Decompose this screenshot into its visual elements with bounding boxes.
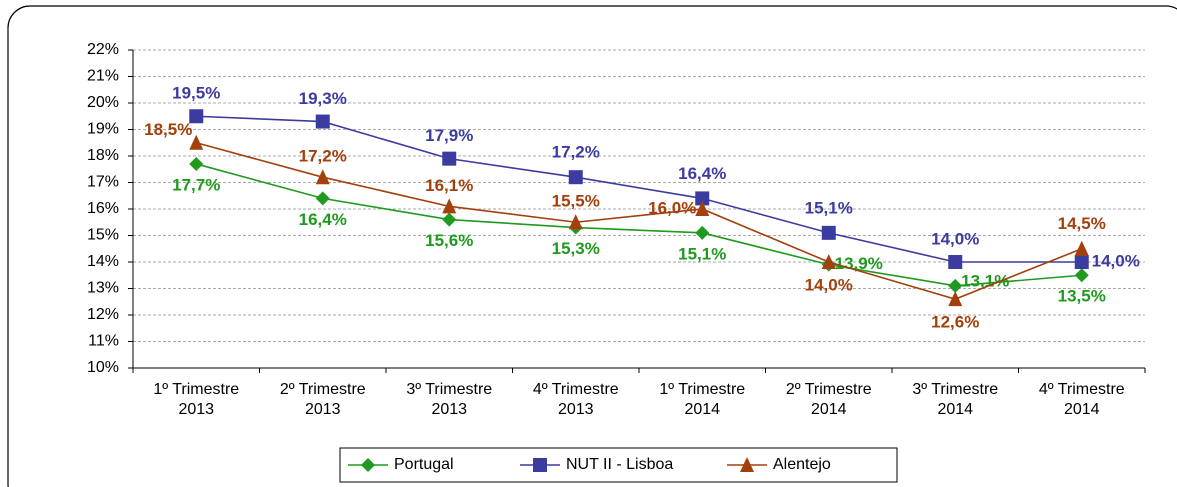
x-tick-label: 3º Trimestre [912, 381, 998, 398]
y-tick-label: 14% [87, 253, 119, 270]
data-label: 14,0% [931, 229, 979, 248]
y-tick-label: 18% [87, 147, 119, 164]
series-line [196, 163, 1082, 287]
marker [315, 114, 330, 129]
data-label: 16,0% [648, 198, 696, 217]
legend-label: Alentejo [773, 456, 831, 473]
y-tick-label: 21% [87, 68, 119, 85]
legend-label: Portugal [394, 456, 454, 473]
data-label: 13,5% [1058, 287, 1106, 306]
data-label: 16,4% [299, 210, 347, 229]
x-tick-label: 4º Trimestre [533, 381, 619, 398]
data-label: 17,2% [299, 147, 347, 166]
y-tick-label: 12% [87, 306, 119, 323]
y-tick-label: 15% [87, 227, 119, 244]
x-tick-label: 2013 [178, 401, 214, 418]
series-line [196, 115, 1082, 263]
y-tick-label: 22% [87, 41, 119, 58]
marker [568, 214, 583, 230]
marker [361, 458, 375, 472]
data-label: 17,2% [552, 143, 600, 162]
marker [442, 151, 457, 166]
marker [568, 170, 583, 185]
x-tick-label: 2013 [558, 401, 594, 418]
x-tick-label: 2014 [811, 401, 847, 418]
x-tick-label: 1º Trimestre [659, 381, 745, 398]
x-tick-label: 2014 [937, 401, 973, 418]
data-label: 15,1% [678, 244, 726, 263]
x-tick-label: 2013 [431, 401, 467, 418]
marker [695, 191, 710, 206]
marker [740, 457, 754, 472]
marker [821, 254, 836, 269]
data-label: 14,0% [805, 275, 853, 294]
legend-label: NUT II - Lisboa [566, 456, 673, 473]
data-label: 14,5% [1058, 214, 1106, 233]
y-tick-label: 19% [87, 121, 119, 138]
data-label: 15,3% [552, 239, 600, 258]
frame [7, 5, 1177, 487]
legend: Portugal NUT II - Lisboa Alentejo [339, 447, 898, 483]
data-label: 17,9% [425, 126, 473, 145]
marker [315, 169, 330, 185]
data-label: 17,7% [172, 175, 220, 194]
marker [1074, 255, 1089, 269]
x-tick-label: 2º Trimestre [280, 381, 366, 398]
data-label: 18,5% [144, 120, 192, 139]
marker [189, 134, 204, 150]
y-tick-label: 16% [87, 200, 119, 217]
y-tick-label: 20% [87, 94, 119, 111]
data-label: 13,1% [961, 271, 1009, 290]
x-tick-label: 2014 [684, 401, 720, 418]
data-label: 14,0% [1092, 251, 1140, 270]
x-tick-label: 1º Trimestre [153, 381, 239, 398]
marker [948, 291, 963, 307]
legend-box [339, 447, 898, 483]
y-tick-label: 17% [87, 174, 119, 191]
marker [315, 191, 330, 206]
marker [948, 255, 963, 269]
marker [695, 225, 710, 240]
data-label: 13,9% [835, 254, 883, 273]
series-line [196, 141, 1083, 300]
marker [821, 225, 836, 240]
marker [533, 458, 547, 472]
y-tick-label: 11% [88, 333, 119, 350]
marker [1074, 240, 1089, 256]
data-label: 15,1% [805, 198, 853, 217]
data-label: 19,3% [299, 89, 347, 108]
x-tick-label: 2º Trimestre [786, 381, 872, 398]
x-tick-label: 3º Trimestre [406, 381, 492, 398]
marker [695, 201, 710, 216]
data-label: 16,1% [425, 176, 473, 195]
data-label: 16,4% [678, 164, 726, 183]
marker [442, 198, 457, 214]
data-label: 15,5% [552, 192, 600, 211]
x-tick-label: 4º Trimestre [1039, 381, 1125, 398]
x-tick-label: 2014 [1064, 401, 1100, 418]
y-tick-label: 10% [87, 359, 119, 376]
marker [189, 109, 204, 124]
marker [189, 156, 204, 171]
x-tick-label: 2013 [305, 401, 341, 418]
data-label: 12,6% [931, 313, 979, 332]
marker [948, 278, 963, 293]
data-label: 15,6% [425, 231, 473, 250]
marker [1074, 268, 1089, 283]
data-label: 19,5% [172, 84, 220, 103]
marker [442, 212, 457, 227]
y-tick-label: 13% [87, 280, 119, 297]
